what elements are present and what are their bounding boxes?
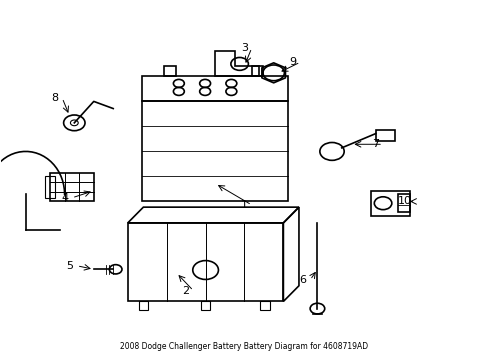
Bar <box>142 102 287 202</box>
Bar <box>164 66 176 76</box>
Bar <box>142 76 287 102</box>
Text: 7: 7 <box>371 139 379 149</box>
Text: 9: 9 <box>289 57 296 67</box>
Text: 10: 10 <box>397 197 411 206</box>
Bar <box>251 66 263 76</box>
Text: 1: 1 <box>241 200 247 210</box>
Text: 4: 4 <box>61 193 68 203</box>
Text: 3: 3 <box>241 43 247 53</box>
Text: 2: 2 <box>182 286 189 296</box>
Bar <box>370 191 409 216</box>
Text: 2008 Dodge Challenger Battery Battery Diagram for 4608719AD: 2008 Dodge Challenger Battery Battery Di… <box>120 342 368 351</box>
Text: 5: 5 <box>66 261 73 271</box>
Bar <box>397 194 409 212</box>
Bar <box>375 130 394 141</box>
Bar <box>50 173 94 202</box>
Text: 6: 6 <box>299 275 305 285</box>
Bar <box>127 223 283 301</box>
Text: 8: 8 <box>51 93 59 103</box>
